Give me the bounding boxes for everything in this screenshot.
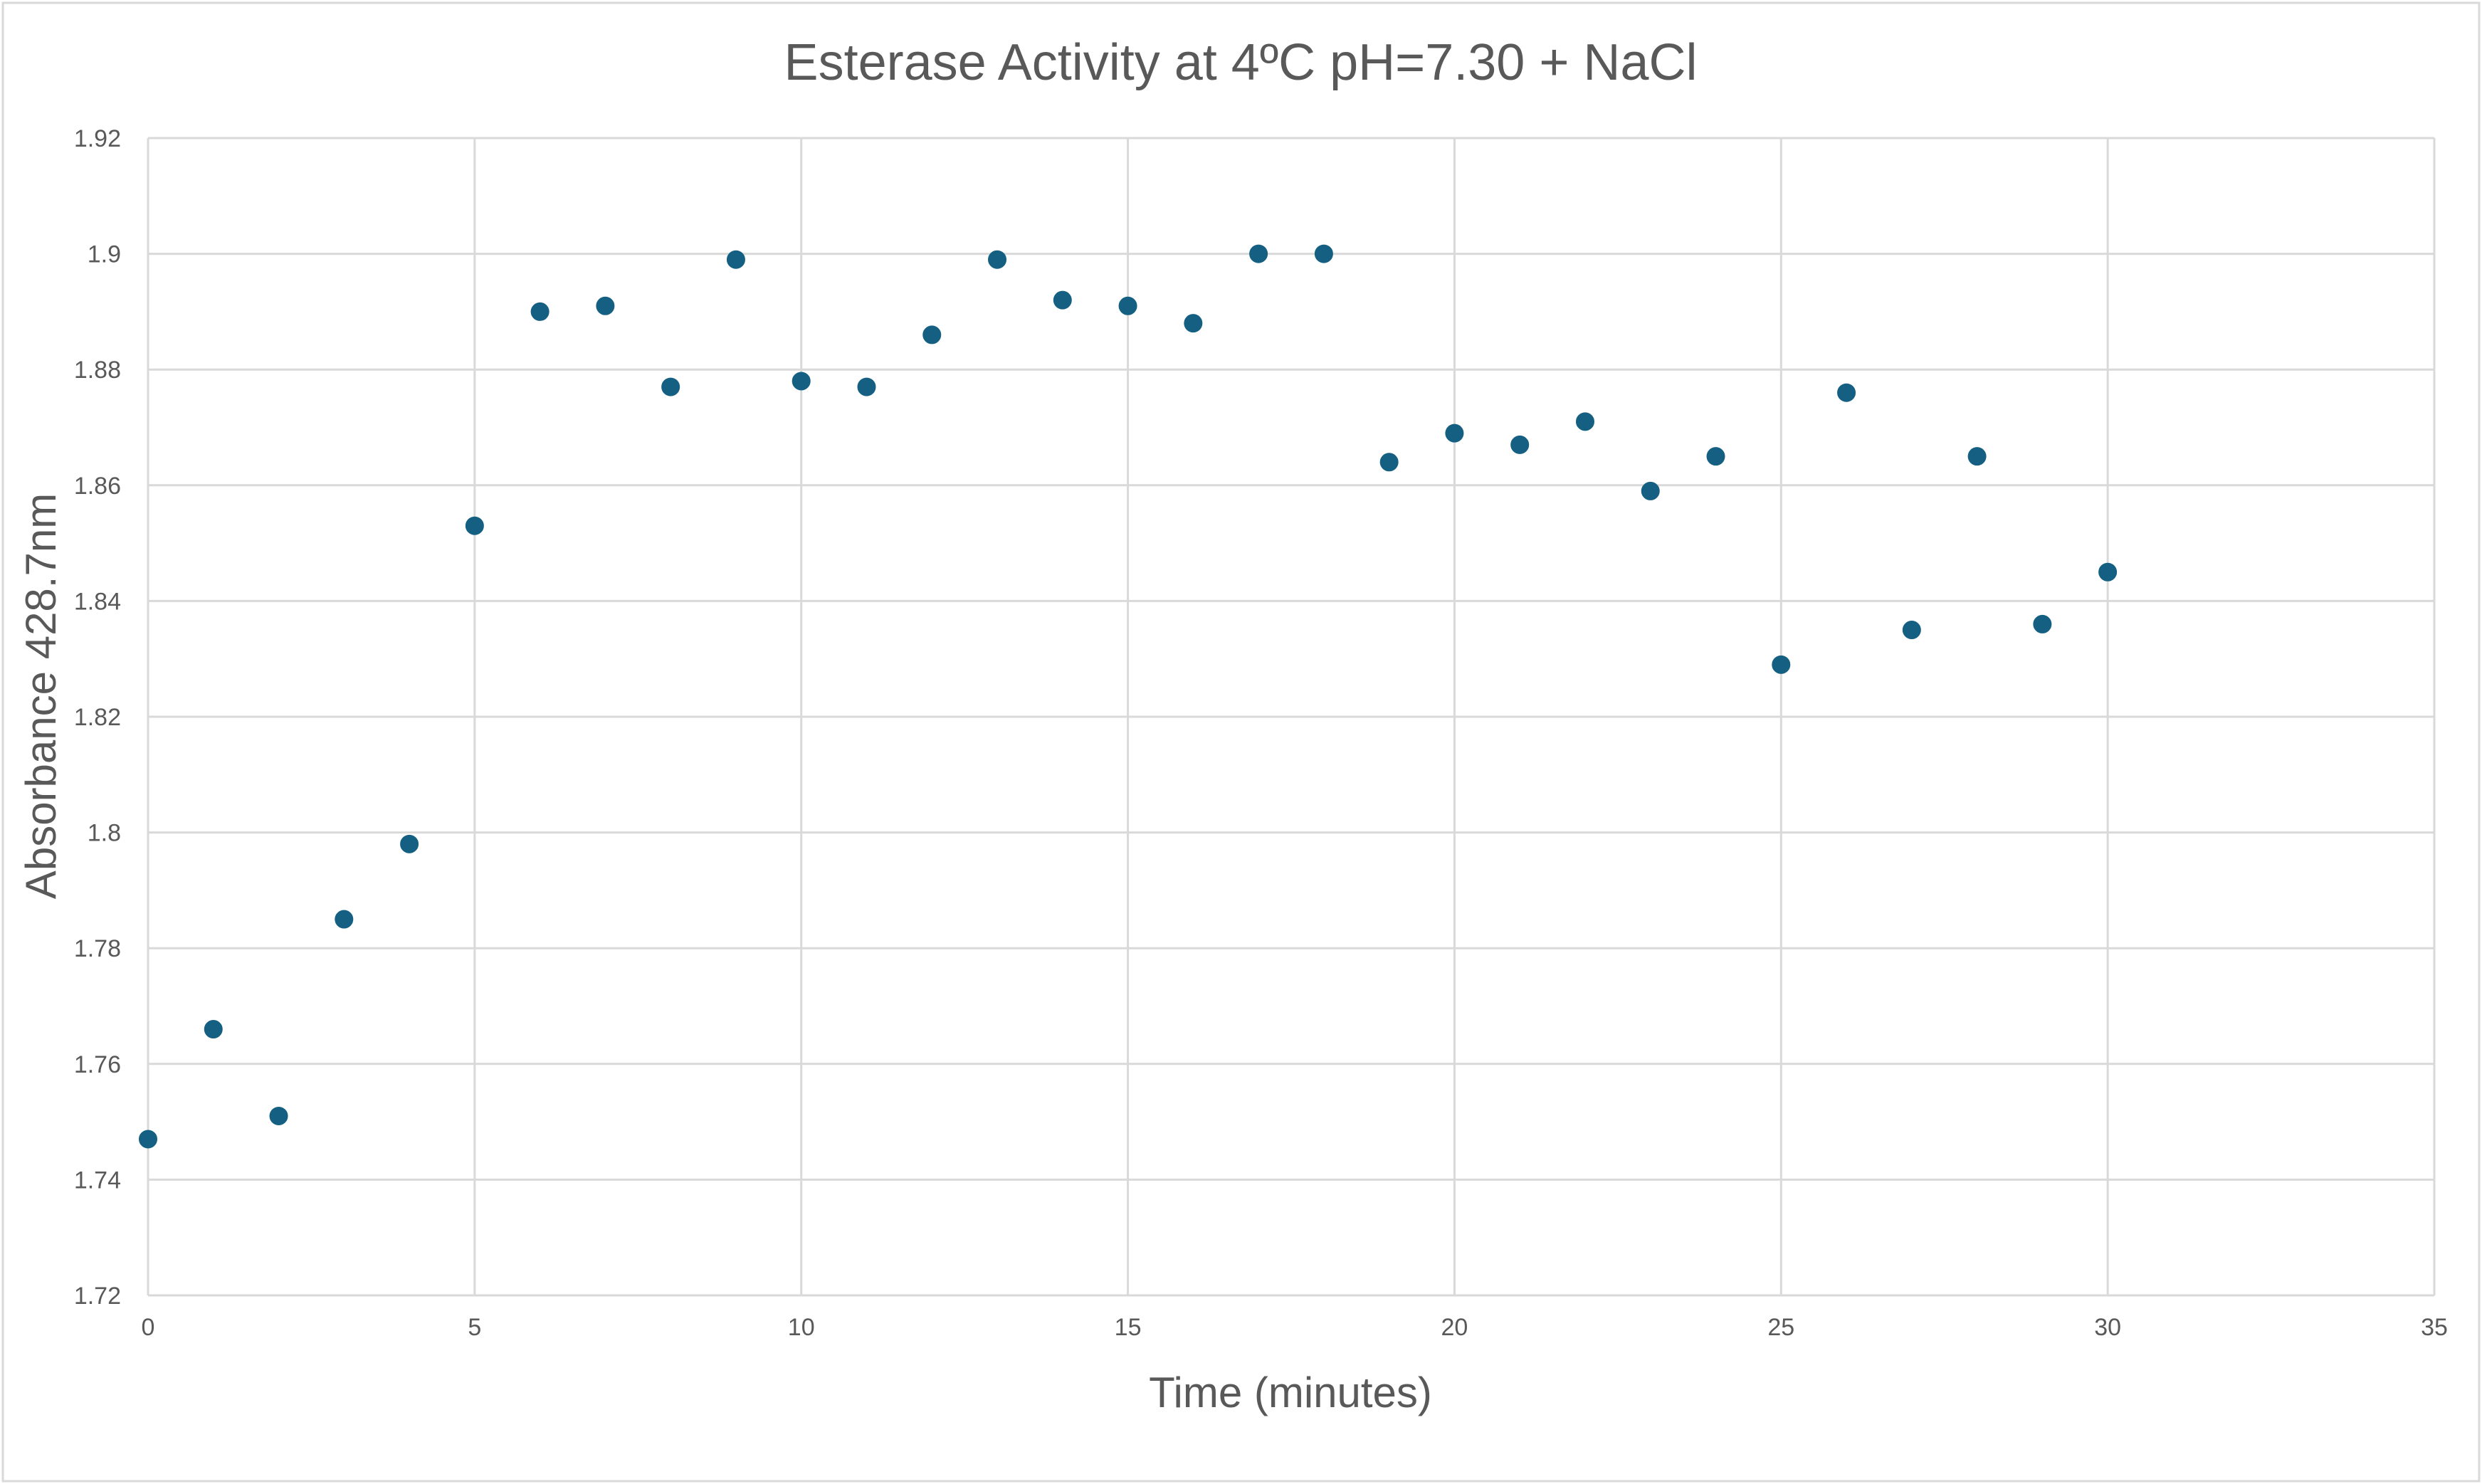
y-tick-label: 1.86 <box>74 473 121 500</box>
x-tick-label: 35 <box>2421 1314 2448 1341</box>
y-tick-label: 1.9 <box>88 241 121 268</box>
data-point <box>1902 621 1921 640</box>
data-point <box>530 302 549 321</box>
data-point <box>1314 244 1333 263</box>
gridlines <box>147 137 2436 1297</box>
data-points <box>139 244 2118 1149</box>
data-point <box>1772 655 1791 674</box>
y-tick-label: 1.84 <box>74 588 121 615</box>
data-point <box>1706 447 1725 466</box>
data-point <box>400 834 419 853</box>
data-point <box>596 296 615 315</box>
y-axis-tick-labels: 1.72 1.74 1.76 1.78 1.8 1.82 1.84 1.86 1.88 1.9 1.… <box>74 125 121 1310</box>
x-axis-tick-labels: 0 5 10 15 20 25 30 35 <box>142 1314 2448 1341</box>
y-tick-label: 1.8 <box>88 820 121 847</box>
data-point <box>335 910 354 929</box>
chart-title: Esterase Activity at 4ºC pH=7.30 + NaCl <box>784 34 1698 91</box>
data-point <box>1510 435 1530 454</box>
y-tick-label: 1.82 <box>74 704 121 731</box>
data-point <box>1184 314 1203 333</box>
x-axis-title: Time (minutes) <box>1149 1369 1432 1416</box>
data-point <box>1967 447 1987 466</box>
x-tick-label: 5 <box>468 1314 481 1341</box>
data-point <box>922 325 942 344</box>
x-tick-label: 15 <box>1115 1314 1142 1341</box>
x-tick-label: 30 <box>2094 1314 2121 1341</box>
data-point <box>1837 383 1856 402</box>
x-tick-label: 0 <box>142 1314 155 1341</box>
y-tick-label: 1.88 <box>74 357 121 384</box>
data-point <box>1445 423 1464 443</box>
y-tick-label: 1.72 <box>74 1283 121 1310</box>
data-point <box>269 1106 288 1125</box>
y-tick-label: 1.74 <box>74 1167 121 1194</box>
data-point <box>204 1020 223 1039</box>
y-tick-label: 1.76 <box>74 1051 121 1078</box>
data-point <box>1053 290 1072 310</box>
y-tick-label: 1.78 <box>74 935 121 962</box>
data-point <box>726 250 745 269</box>
data-point <box>2098 562 2118 582</box>
data-point <box>465 516 484 535</box>
y-tick-label: 1.92 <box>74 125 121 152</box>
data-point <box>661 377 680 396</box>
data-point <box>988 250 1007 269</box>
data-point <box>2033 614 2052 633</box>
data-point <box>139 1130 157 1149</box>
data-point <box>1118 296 1137 315</box>
data-point <box>857 377 876 396</box>
x-tick-label: 25 <box>1767 1314 1794 1341</box>
data-point <box>1249 244 1268 263</box>
x-tick-label: 20 <box>1441 1314 1468 1341</box>
data-point <box>1575 412 1594 431</box>
y-axis-title: Absorbance 428.7nm <box>17 493 65 899</box>
data-point <box>1641 481 1660 500</box>
x-tick-label: 10 <box>788 1314 815 1341</box>
data-point <box>1379 453 1399 472</box>
data-point <box>792 372 811 391</box>
